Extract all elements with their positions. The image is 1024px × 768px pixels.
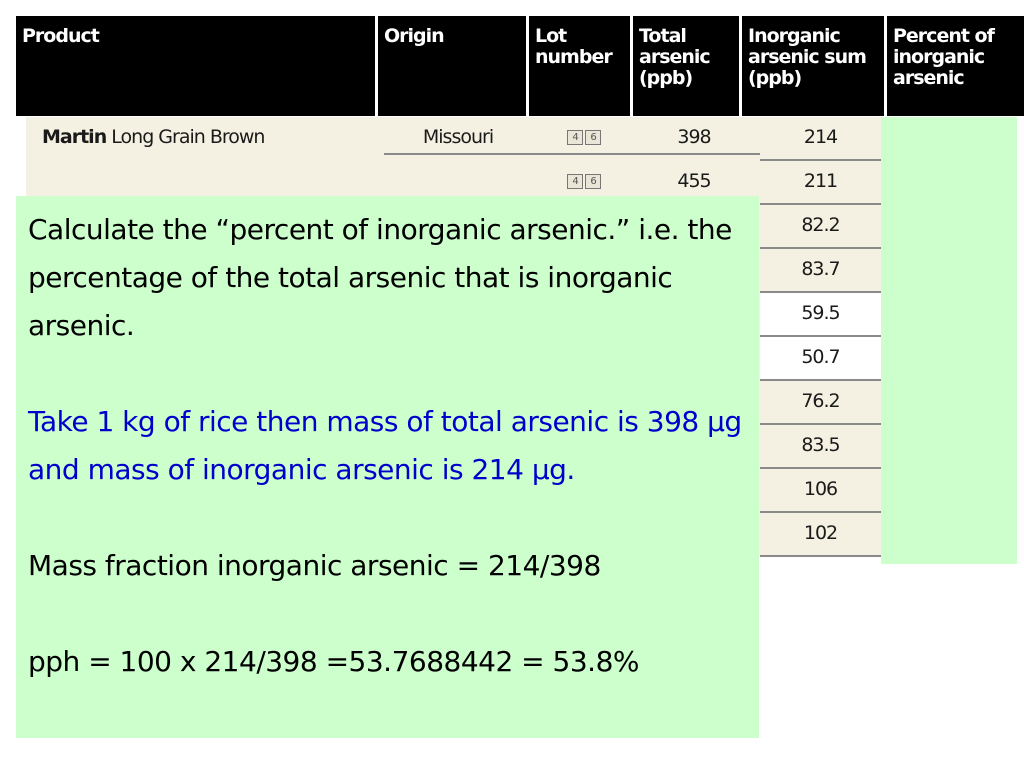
inorganic-arsenic-cell: 106 [760, 469, 881, 513]
inorganic-arsenic-cell: 82.2 [760, 205, 881, 249]
lot-box: 6 [585, 130, 601, 145]
table-header: Product Origin Lot number Total arsenic … [16, 16, 1024, 116]
explanation-textbox: Calculate the “percent of inorganic arse… [16, 196, 759, 738]
inorganic-arsenic-cell: 211 [760, 161, 881, 205]
header-inorganic-arsenic-sum: Inorganic arsenic sum (ppb) [742, 16, 887, 116]
lot-box: 4 [567, 174, 583, 189]
product-cell: Martin Long Grain Brown [42, 117, 382, 159]
result-text: pph = 100 x 214/398 =53.7688442 = 53.8% [28, 645, 640, 678]
row-divider [384, 153, 760, 155]
header-percent-inorganic: Percent of inorganic arsenic [893, 25, 995, 89]
product-name: Long Grain Brown [106, 126, 265, 148]
total-arsenic-cell: 455 [677, 170, 711, 192]
table-row: 83.5 [26, 425, 881, 469]
table-row: 82.2 [26, 205, 881, 249]
origin-cell: Missouri [422, 126, 494, 148]
table-row: 76.2 [26, 381, 881, 425]
table-row: 83.7 [26, 249, 881, 293]
header-product: Product [16, 16, 378, 116]
instruction-text: Calculate the “percent of inorganic arse… [28, 213, 732, 342]
table-row: 106 [26, 469, 881, 513]
spacer [28, 590, 749, 638]
spacer [28, 494, 749, 542]
inorganic-arsenic-cell: 76.2 [760, 381, 881, 425]
table-row: 59.5 [26, 293, 881, 337]
inorganic-arsenic-cell: 83.7 [760, 249, 881, 293]
inorganic-arsenic-cell: 50.7 [760, 337, 881, 381]
mass-fraction-text: Mass fraction inorganic arsenic = 214/39… [28, 549, 601, 582]
inorganic-arsenic-cell: 214 [760, 117, 881, 161]
table-row: 50.7 [26, 337, 881, 381]
inorganic-arsenic-cell: 83.5 [760, 425, 881, 469]
header-origin: Origin [378, 16, 529, 116]
brand-name: Martin [42, 126, 107, 148]
inorganic-arsenic-cell: 102 [760, 513, 881, 557]
lot-box: 4 [567, 130, 583, 145]
lot-box: 6 [585, 174, 601, 189]
spacer [28, 350, 749, 398]
total-arsenic-cell: 398 [677, 126, 711, 148]
header-lot-number: Lot number [529, 16, 633, 116]
header-total-arsenic: Total arsenic (ppb) [633, 16, 742, 116]
table-row: 102 [26, 513, 881, 557]
inorganic-arsenic-cell: 59.5 [760, 293, 881, 337]
assumption-text: Take 1 kg of rice then mass of total ars… [28, 405, 742, 486]
percent-inorganic-column [881, 117, 1017, 564]
